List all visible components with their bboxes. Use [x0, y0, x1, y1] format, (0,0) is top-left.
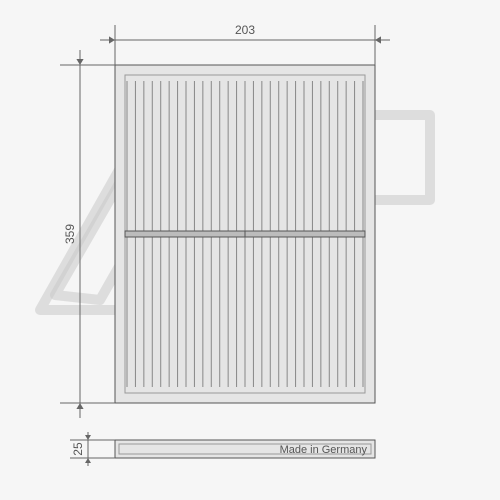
made-in-label: Made in Germany: [280, 444, 368, 456]
dim-thickness-value: 25: [71, 442, 85, 456]
dim-height-value: 359: [63, 224, 77, 244]
dim-width-value: 203: [235, 23, 255, 37]
